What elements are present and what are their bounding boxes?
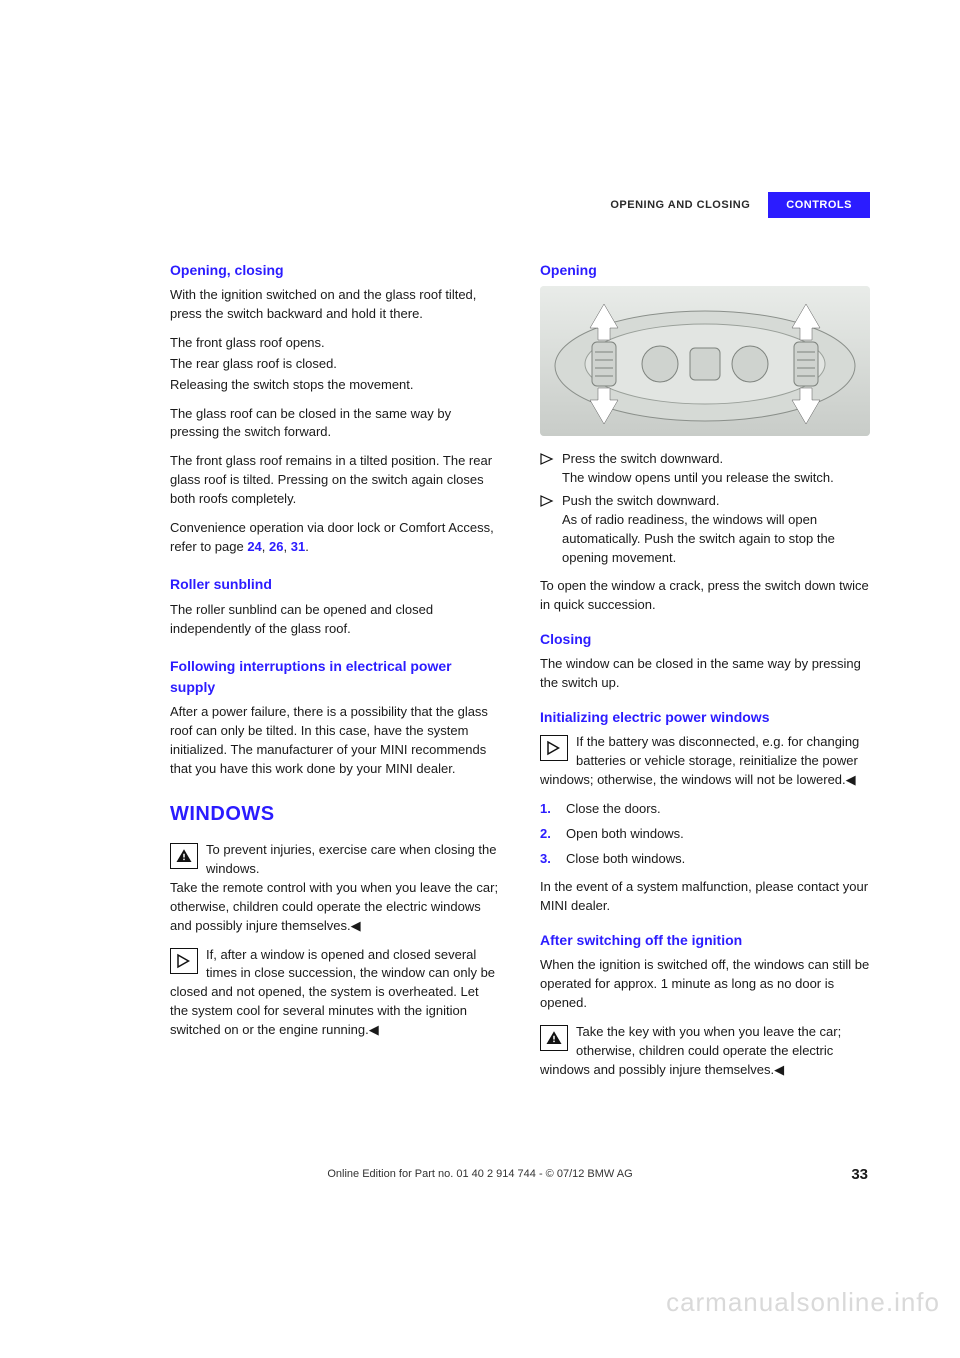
body-text: As of radio readiness, the windows will …: [562, 511, 870, 568]
page-xref[interactable]: 24: [247, 539, 261, 554]
body-text: To open the window a crack, press the sw…: [540, 577, 870, 615]
info-icon: [170, 948, 198, 974]
list-number: 3.: [540, 850, 551, 869]
body-text: Take the remote control with you when yo…: [170, 879, 500, 936]
body-text: The glass roof can be closed in the same…: [170, 405, 500, 443]
list-item: Press the switch downward. The window op…: [540, 450, 870, 488]
footer-line: Online Edition for Part no. 01 40 2 914 …: [0, 1168, 960, 1180]
body-text: Push the switch downward.: [562, 493, 720, 508]
body-text: Convenience operation via door lock or C…: [170, 519, 500, 557]
warning-icon: [540, 1025, 568, 1051]
heading-windows: WINDOWS: [170, 800, 500, 829]
list-item: 2. Open both windows.: [540, 825, 870, 844]
body-text: To prevent injuries, exercise care when …: [206, 842, 496, 876]
heading-closing: Closing: [540, 629, 870, 649]
triangle-icon: [540, 452, 554, 464]
body-text: The window can be closed in the same way…: [540, 655, 870, 693]
list-item: Push the switch downward. As of radio re…: [540, 492, 870, 567]
page-xref[interactable]: 31: [291, 539, 305, 554]
warning-note: To prevent injuries, exercise care when …: [170, 841, 500, 935]
watermark: carmanualsonline.info: [666, 1287, 940, 1318]
body-text: Take the key with you when you leave the…: [540, 1024, 841, 1077]
body-text: ,: [262, 539, 269, 554]
heading-roller-sunblind: Roller sunblind: [170, 574, 500, 594]
heading-opening: Opening: [540, 260, 870, 280]
body-text: The roller sunblind can be opened and cl…: [170, 601, 500, 639]
list-item: 3. Close both windows.: [540, 850, 870, 869]
heading-power-interrupt: Following interruptions in electrical po…: [170, 656, 500, 697]
heading-opening-closing: Opening, closing: [170, 260, 500, 280]
info-icon: [540, 735, 568, 761]
info-note: If the battery was disconnected, e.g. fo…: [540, 733, 870, 790]
header-tabs: OPENING AND CLOSING CONTROLS: [592, 192, 870, 218]
body-text: Convenience operation via door lock or C…: [170, 520, 494, 554]
heading-after-ignition-off: After switching off the ignition: [540, 930, 870, 950]
body-text: The window opens until you release the s…: [562, 469, 870, 488]
list-item: 1. Close the doors.: [540, 800, 870, 819]
info-note: If, after a window is opened and closed …: [170, 946, 500, 1040]
body-text: ,: [284, 539, 291, 554]
tab-chapter: CONTROLS: [768, 192, 870, 218]
list-number: 1.: [540, 800, 551, 819]
body-text: Close the doors.: [566, 801, 661, 816]
body-text: In the event of a system malfunction, pl…: [540, 878, 870, 916]
left-column: Opening, closing With the ignition switc…: [170, 260, 500, 1089]
warning-note: Take the key with you when you leave the…: [540, 1023, 870, 1080]
numbered-list: 1.Close the doors. 2.Open both windows. …: [540, 800, 870, 869]
body-text: Releasing the switch stops the movement.: [170, 376, 500, 395]
body-text: The front glass roof opens.: [170, 334, 500, 353]
body-text: After a power failure, there is a possib…: [170, 703, 500, 778]
right-column: Opening: [540, 260, 870, 1089]
list-number: 2.: [540, 825, 551, 844]
body-text: The rear glass roof is closed.: [170, 355, 500, 374]
body-text: With the ignition switched on and the gl…: [170, 286, 500, 324]
content-columns: Opening, closing With the ignition switc…: [170, 260, 870, 1089]
body-text: If the battery was disconnected, e.g. fo…: [540, 734, 859, 787]
figure-window-switches: [540, 286, 870, 436]
page-xref[interactable]: 26: [269, 539, 283, 554]
warning-icon: [170, 843, 198, 869]
heading-init-windows: Initializing electric power windows: [540, 707, 870, 727]
body-text: If, after a window is opened and closed …: [170, 947, 495, 1037]
triangle-icon: [540, 494, 554, 506]
body-text: When the ignition is switched off, the w…: [540, 956, 870, 1013]
page-number: 33: [851, 1166, 868, 1183]
body-text: Press the switch downward.: [562, 451, 723, 466]
tab-section: OPENING AND CLOSING: [592, 192, 768, 218]
body-text: .: [305, 539, 309, 554]
bullet-list: Press the switch downward. The window op…: [540, 450, 870, 567]
body-text: Open both windows.: [566, 826, 684, 841]
body-text: Close both windows.: [566, 851, 685, 866]
body-text: The front glass roof remains in a tilted…: [170, 452, 500, 509]
page: OPENING AND CLOSING CONTROLS Opening, cl…: [0, 0, 960, 1358]
